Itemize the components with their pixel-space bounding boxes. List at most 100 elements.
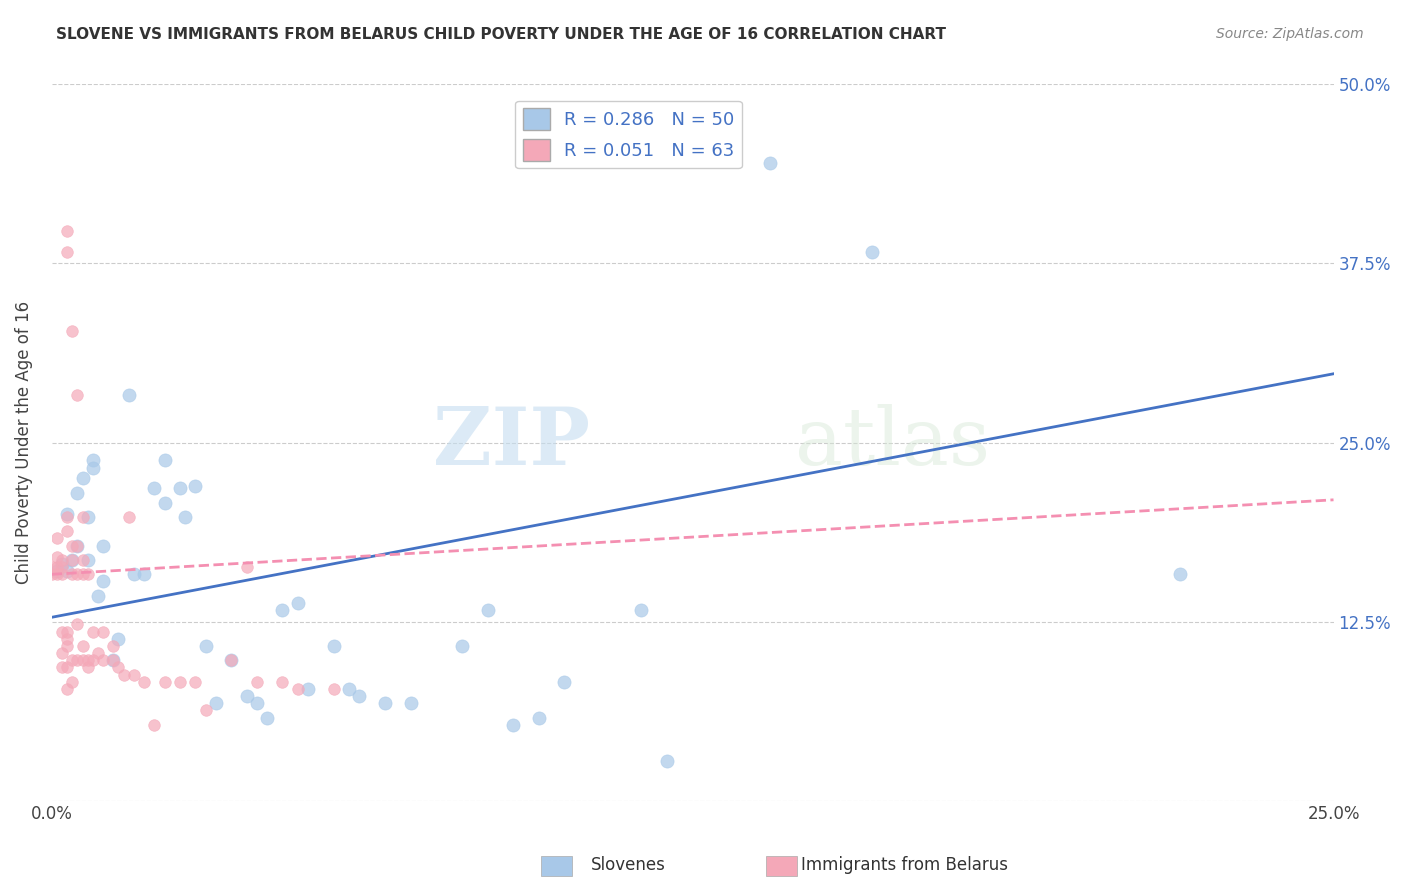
Point xyxy=(76,660,98,674)
Point xyxy=(527,710,550,724)
Point xyxy=(82,461,104,475)
Point xyxy=(72,510,94,524)
Point xyxy=(60,553,83,567)
Point xyxy=(56,507,79,521)
Point xyxy=(477,603,499,617)
Point xyxy=(184,674,207,689)
Text: Immigrants from Belarus: Immigrants from Belarus xyxy=(801,856,1008,874)
Point xyxy=(118,510,141,524)
Point xyxy=(66,485,89,500)
Legend: R = 0.286   N = 50, R = 0.051   N = 63: R = 0.286 N = 50, R = 0.051 N = 63 xyxy=(516,101,741,169)
Point xyxy=(56,639,79,653)
Text: SLOVENE VS IMMIGRANTS FROM BELARUS CHILD POVERTY UNDER THE AGE OF 16 CORRELATION: SLOVENE VS IMMIGRANTS FROM BELARUS CHILD… xyxy=(56,27,946,42)
Point xyxy=(758,156,780,170)
Point xyxy=(76,567,98,582)
Point xyxy=(103,653,125,667)
Point xyxy=(107,632,129,646)
Point xyxy=(235,560,257,574)
Point xyxy=(184,478,207,492)
Point xyxy=(451,639,474,653)
Point xyxy=(502,717,524,731)
Point xyxy=(860,245,883,260)
Point xyxy=(45,532,67,546)
Point xyxy=(56,524,79,539)
Point xyxy=(66,653,89,667)
Point xyxy=(51,660,73,674)
Point xyxy=(169,674,191,689)
Point xyxy=(374,696,396,710)
Point xyxy=(169,481,191,495)
Point xyxy=(271,674,294,689)
Point xyxy=(297,681,319,696)
Point xyxy=(143,717,166,731)
Point xyxy=(60,539,83,553)
Point xyxy=(56,624,79,639)
Point xyxy=(56,223,79,237)
Point xyxy=(655,754,678,768)
Point xyxy=(122,567,145,582)
Point xyxy=(72,567,94,582)
Point xyxy=(132,567,155,582)
Point xyxy=(107,660,129,674)
Text: ZIP: ZIP xyxy=(433,403,591,482)
Point xyxy=(76,553,98,567)
Point xyxy=(122,667,145,681)
Point xyxy=(271,603,294,617)
Point xyxy=(56,681,79,696)
Point xyxy=(322,639,344,653)
Point xyxy=(60,674,83,689)
Text: Source: ZipAtlas.com: Source: ZipAtlas.com xyxy=(1216,27,1364,41)
Point xyxy=(87,646,110,660)
Point xyxy=(76,653,98,667)
Point xyxy=(72,653,94,667)
Point xyxy=(51,624,73,639)
Point xyxy=(41,560,63,574)
Point xyxy=(60,553,83,567)
Point xyxy=(56,565,79,579)
Point xyxy=(246,696,269,710)
Point xyxy=(246,674,269,689)
Point xyxy=(56,510,79,524)
Point xyxy=(82,653,104,667)
Point xyxy=(219,653,242,667)
Point xyxy=(45,560,67,574)
Point xyxy=(51,558,73,572)
Point xyxy=(112,667,135,681)
Point xyxy=(56,660,79,674)
Point xyxy=(204,696,226,710)
Point xyxy=(51,646,73,660)
Point xyxy=(66,388,89,402)
Point xyxy=(45,565,67,579)
Point xyxy=(41,567,63,582)
Point xyxy=(51,560,73,574)
Point xyxy=(553,674,575,689)
Point xyxy=(51,567,73,582)
Point xyxy=(153,674,176,689)
Point xyxy=(103,639,125,653)
Point xyxy=(72,639,94,653)
Point xyxy=(143,481,166,495)
Point xyxy=(103,653,125,667)
Point xyxy=(153,452,176,467)
Point xyxy=(66,567,89,582)
Point xyxy=(72,553,94,567)
Point xyxy=(91,539,114,553)
Point xyxy=(287,681,309,696)
Point xyxy=(91,653,114,667)
Point xyxy=(399,696,422,710)
Point xyxy=(82,624,104,639)
Point xyxy=(66,539,89,553)
Point xyxy=(60,567,83,582)
Point xyxy=(322,681,344,696)
Point xyxy=(87,589,110,603)
Text: atlas: atlas xyxy=(796,403,990,482)
Point xyxy=(82,452,104,467)
Point xyxy=(194,639,217,653)
Point xyxy=(56,245,79,260)
Point xyxy=(51,553,73,567)
Point xyxy=(256,710,278,724)
Point xyxy=(56,632,79,646)
Point xyxy=(235,689,257,703)
Point xyxy=(1168,567,1191,582)
Point xyxy=(337,681,360,696)
